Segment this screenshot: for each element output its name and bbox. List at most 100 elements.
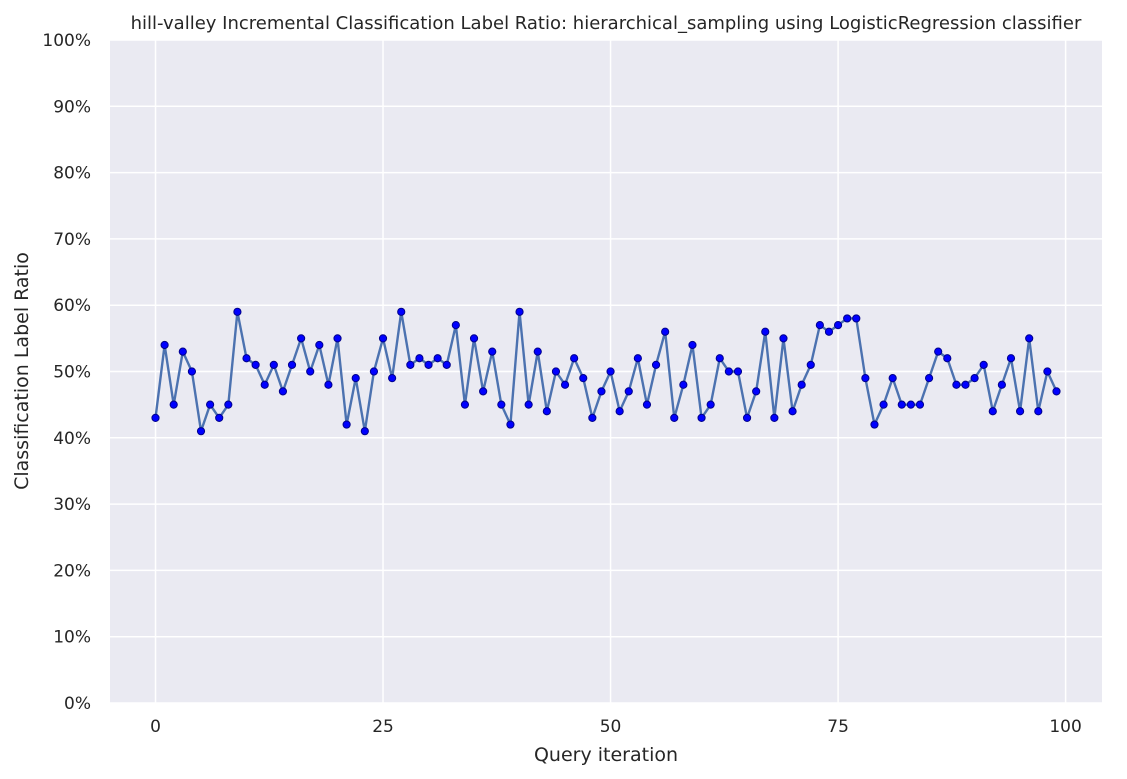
data-point	[506, 420, 515, 429]
data-point	[551, 367, 561, 376]
data-point	[360, 427, 369, 436]
data-point	[824, 327, 834, 336]
data-point	[533, 347, 542, 356]
data-point	[306, 367, 315, 376]
data-points	[151, 307, 1061, 436]
data-point	[560, 380, 570, 389]
chart-title: hill-valley Incremental Classification L…	[131, 13, 1082, 34]
data-point	[351, 374, 360, 383]
data-point	[815, 320, 824, 330]
data-point	[469, 334, 479, 343]
data-point	[406, 360, 415, 369]
x-axis-label: Query iteration	[534, 744, 678, 766]
y-tick-label: 30%	[53, 495, 91, 515]
y-axis-ticks: 0% 10% 20% 30% 40% 50% 60% 70% 80% 90% 100%	[42, 31, 91, 714]
data-point	[988, 407, 997, 416]
data-point	[497, 400, 506, 409]
y-tick-label: 20%	[53, 561, 91, 581]
data-point	[160, 340, 169, 350]
x-tick-label: 25	[372, 717, 394, 737]
data-point	[251, 360, 260, 369]
data-point	[433, 354, 442, 363]
data-point	[915, 400, 925, 409]
data-point	[333, 334, 342, 343]
data-point	[442, 360, 451, 369]
data-point	[397, 307, 406, 316]
y-tick-label: 90%	[53, 97, 91, 117]
data-point	[806, 360, 815, 369]
data-point	[870, 420, 879, 429]
data-point	[1006, 354, 1016, 363]
y-tick-label: 10%	[53, 628, 91, 648]
data-point	[297, 334, 306, 343]
data-point	[843, 314, 852, 323]
y-tick-label: 0%	[64, 694, 91, 714]
data-point	[952, 380, 961, 389]
data-point	[633, 354, 642, 363]
data-point	[278, 387, 288, 396]
y-tick-label: 100%	[42, 31, 91, 51]
data-point	[315, 340, 324, 350]
y-tick-label: 60%	[53, 296, 91, 316]
data-point	[524, 400, 533, 409]
data-point	[661, 327, 670, 336]
x-tick-label: 0	[150, 717, 161, 737]
data-point	[1052, 387, 1061, 396]
data-point	[515, 307, 524, 316]
data-point	[287, 360, 297, 369]
data-point	[724, 367, 733, 376]
data-point	[961, 380, 970, 389]
data-point	[588, 413, 597, 423]
data-point	[697, 413, 706, 423]
data-point	[706, 400, 715, 409]
data-point	[670, 413, 679, 423]
data-point	[233, 307, 242, 316]
data-point	[597, 387, 606, 396]
y-tick-label: 70%	[53, 230, 91, 250]
data-point	[570, 354, 579, 363]
data-point	[770, 413, 779, 423]
data-point	[324, 380, 333, 389]
data-point	[879, 400, 888, 409]
data-point	[1034, 407, 1043, 416]
y-tick-label: 80%	[53, 164, 91, 184]
data-point	[196, 427, 206, 436]
data-point	[897, 400, 906, 409]
data-point	[342, 420, 351, 429]
data-point	[378, 334, 388, 343]
series-line	[154, 310, 1058, 433]
data-point	[651, 360, 661, 369]
x-tick-label: 75	[827, 717, 849, 737]
data-point	[424, 360, 433, 369]
data-point	[260, 380, 269, 389]
data-point	[624, 387, 633, 396]
y-tick-label: 50%	[53, 363, 91, 383]
data-point	[797, 380, 806, 389]
data-point	[833, 320, 843, 330]
data-point	[269, 360, 278, 369]
x-axis-ticks: 0 25 50 75 100	[150, 717, 1082, 737]
data-point	[415, 354, 424, 363]
y-axis-label: Classification Label Ratio	[11, 252, 33, 490]
data-point	[861, 374, 870, 383]
grid	[110, 39, 1102, 704]
data-point	[934, 347, 943, 356]
data-point	[642, 400, 652, 409]
data-point	[224, 400, 233, 409]
data-point	[178, 347, 187, 356]
data-point	[888, 374, 897, 383]
y-tick-label: 40%	[53, 429, 91, 449]
data-point	[606, 367, 615, 376]
data-point	[451, 320, 460, 330]
data-point	[688, 340, 697, 350]
series-line-group	[154, 310, 1058, 433]
data-point	[151, 413, 160, 423]
data-point	[679, 380, 688, 389]
data-point	[742, 413, 752, 423]
data-point	[460, 400, 470, 409]
data-point	[997, 380, 1006, 389]
data-point	[733, 367, 743, 376]
data-point	[206, 400, 215, 409]
data-point	[615, 407, 624, 416]
